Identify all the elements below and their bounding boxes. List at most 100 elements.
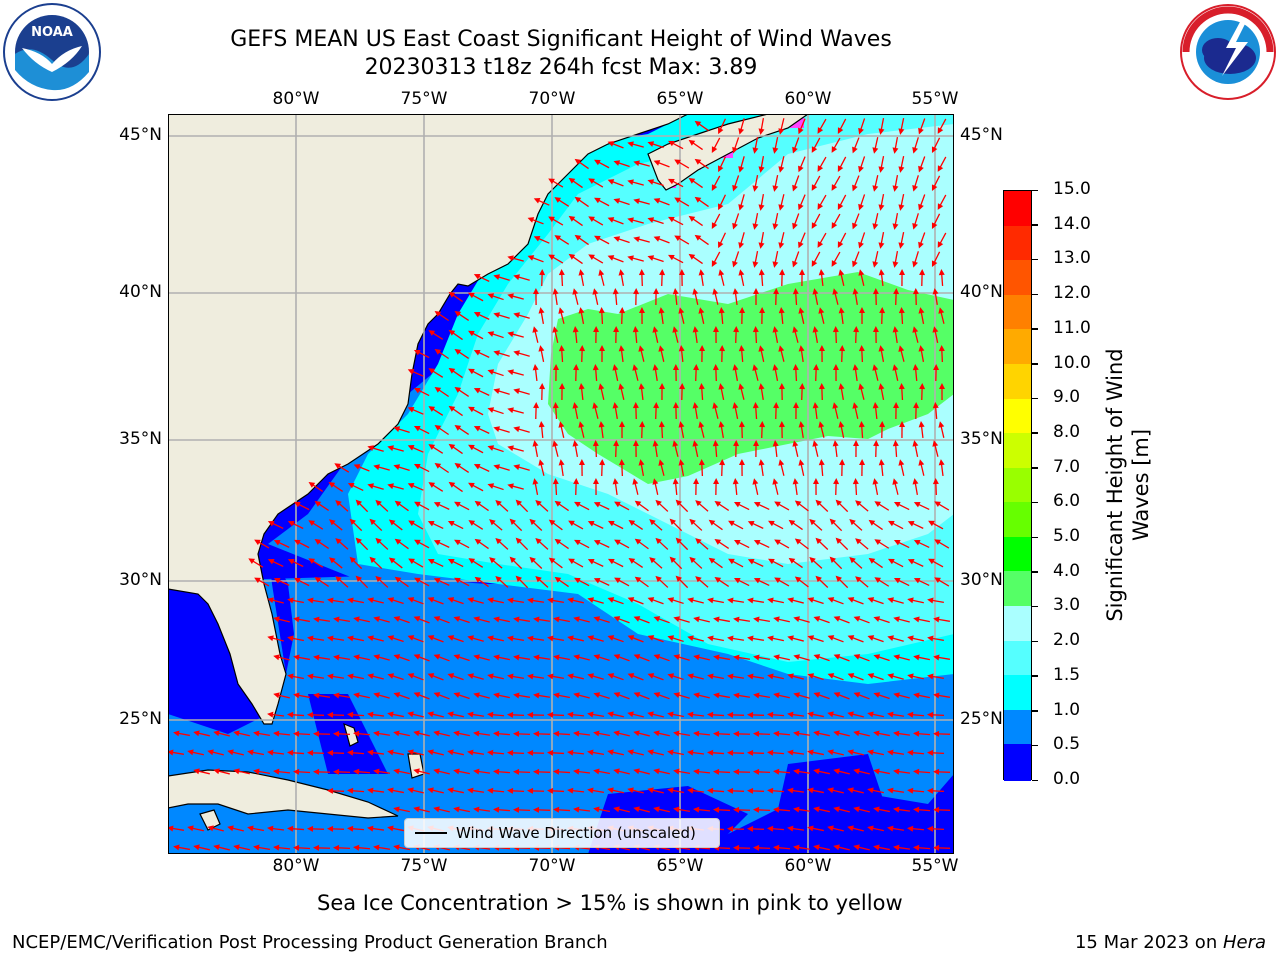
wave-direction-arrow — [532, 288, 539, 306]
wave-direction-arrow — [815, 499, 829, 512]
wave-direction-arrow — [487, 445, 504, 453]
wave-direction-arrow — [513, 692, 530, 699]
wave-direction-arrow — [747, 711, 765, 718]
colorbar-tick-label: 13.0 — [1053, 248, 1091, 269]
wave-direction-arrow — [753, 440, 760, 458]
wave-direction-arrow — [693, 654, 710, 661]
wave-direction-arrow — [674, 159, 690, 169]
wave-direction-arrow — [858, 345, 865, 363]
wave-direction-arrow — [829, 556, 843, 570]
wave-direction-arrow — [628, 558, 644, 568]
wave-direction-arrow — [711, 213, 721, 229]
wave-direction-arrow — [872, 175, 879, 192]
wave-direction-arrow — [893, 288, 900, 306]
wave-direction-arrow — [918, 232, 926, 249]
wave-direction-arrow — [838, 383, 845, 400]
wave-direction-arrow — [787, 711, 805, 718]
wave-direction-arrow — [413, 730, 430, 737]
wave-direction-arrow — [847, 787, 864, 794]
wave-direction-arrow — [712, 326, 719, 344]
wave-direction-arrow — [627, 749, 644, 756]
wave-direction-arrow — [407, 787, 424, 794]
colorbar-tick-mark — [1032, 363, 1038, 365]
colorbar-tick-label: 14.0 — [1053, 213, 1091, 234]
wave-direction-arrow — [852, 478, 859, 496]
wave-direction-arrow — [547, 635, 564, 642]
wave-direction-arrow — [835, 499, 849, 513]
wave-direction-arrow — [888, 558, 904, 568]
wave-direction-arrow — [767, 635, 784, 642]
wave-direction-arrow — [647, 141, 664, 149]
wave-direction-arrow — [678, 269, 685, 287]
wave-direction-arrow — [733, 806, 751, 813]
wave-direction-arrow — [874, 539, 890, 549]
wave-direction-arrow — [414, 539, 430, 549]
wave-direction-arrow — [532, 364, 539, 382]
wave-direction-arrow — [574, 196, 589, 208]
wave-direction-arrow — [872, 402, 879, 420]
wave-direction-arrow — [287, 825, 305, 832]
wave-direction-arrow — [553, 730, 571, 737]
map-tick-label: 75°W — [400, 89, 448, 109]
wave-direction-arrow — [674, 235, 690, 245]
chart-subtitle: 20230313 t18z 264h fcst Max: 3.89 — [364, 55, 758, 80]
wave-direction-arrow — [913, 730, 931, 737]
wave-direction-arrow — [733, 844, 751, 851]
wave-direction-arrow — [327, 635, 344, 642]
wave-direction-arrow — [728, 558, 744, 568]
wave-direction-arrow — [719, 345, 726, 363]
wave-direction-arrow — [893, 539, 910, 549]
wave-direction-arrow — [578, 269, 585, 286]
wave-direction-arrow — [774, 539, 790, 549]
wave-direction-arrow — [592, 364, 599, 382]
colorbar-tick-label: 0.0 — [1053, 769, 1081, 789]
wave-direction-arrow — [818, 345, 825, 363]
wave-direction-arrow — [367, 597, 384, 604]
wave-direction-arrow — [467, 673, 484, 680]
wave-direction-arrow — [313, 692, 331, 699]
wave-direction-arrow — [428, 368, 444, 378]
wave-direction-arrow — [772, 213, 779, 230]
wave-direction-arrow — [653, 160, 670, 168]
colorbar-tick-label: 1.0 — [1053, 699, 1081, 720]
wave-direction-arrow — [373, 730, 391, 737]
wave-direction-arrow — [613, 806, 630, 813]
wave-direction-arrow — [752, 364, 759, 381]
wave-direction-arrow — [839, 459, 846, 477]
wave-direction-arrow — [698, 421, 705, 438]
wave-direction-arrow — [633, 198, 650, 205]
wave-direction-arrow — [607, 673, 624, 681]
wave-direction-arrow — [927, 673, 944, 680]
wave-direction-arrow — [672, 478, 679, 496]
wave-direction-arrow — [533, 616, 551, 623]
wave-direction-arrow — [669, 556, 683, 570]
wave-direction-arrow — [687, 749, 705, 756]
wave-direction-arrow — [248, 558, 264, 568]
wave-direction-arrow — [732, 137, 740, 154]
wave-direction-arrow — [892, 440, 899, 458]
wave-direction-arrow — [858, 194, 866, 211]
wave-direction-arrow — [772, 251, 779, 268]
sea-ice-note: Sea Ice Concentration > 15% is shown in … — [317, 891, 903, 915]
wave-direction-arrow — [407, 635, 424, 643]
wave-direction-arrow — [375, 575, 389, 588]
wave-direction-arrow — [507, 445, 524, 452]
wave-direction-arrow — [938, 459, 945, 477]
wave-direction-arrow — [879, 307, 886, 325]
wave-direction-arrow — [753, 288, 760, 306]
wave-direction-arrow — [447, 673, 464, 681]
wave-direction-arrow — [513, 768, 531, 775]
wave-direction-arrow — [373, 692, 390, 699]
colorbar-tick-mark — [1032, 258, 1038, 261]
wave-direction-arrow — [247, 825, 264, 832]
wave-direction-arrow — [667, 635, 684, 643]
wave-direction-arrow — [855, 538, 869, 550]
wave-direction-arrow — [872, 364, 879, 381]
wave-direction-arrow — [333, 730, 351, 737]
wave-direction-arrow — [898, 194, 905, 211]
wave-direction-arrow — [618, 269, 625, 286]
colorbar-label-line1: Significant Height of Wind — [1103, 348, 1127, 622]
wave-direction-arrow — [747, 673, 764, 680]
wave-direction-arrow — [355, 537, 369, 551]
wave-direction-arrow — [627, 597, 644, 605]
